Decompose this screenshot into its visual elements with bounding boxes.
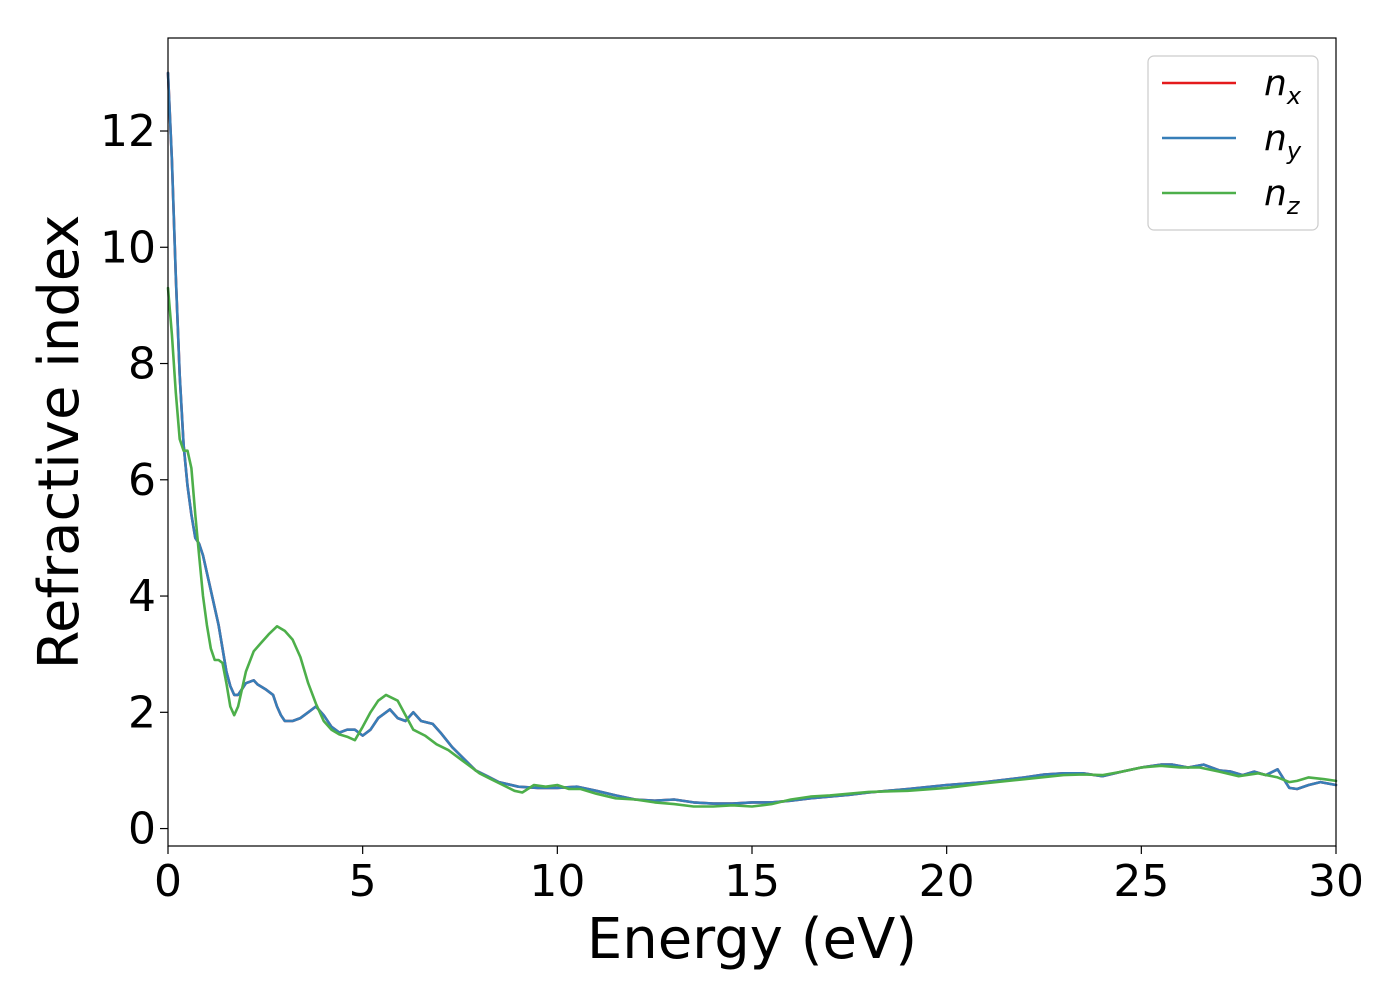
legend-label-nz: nz — [1264, 173, 1301, 220]
y-axis-label: Refractive index — [27, 215, 92, 670]
y-tick-label: 0 — [128, 804, 156, 855]
y-axis: 0 2 4 6 8 10 12 — [100, 106, 168, 855]
y-tick-label: 6 — [128, 455, 156, 506]
y-tick-label: 8 — [128, 339, 156, 390]
legend-label-nx: nx — [1264, 63, 1302, 110]
x-tick-label: 30 — [1308, 856, 1364, 907]
x-axis: 0 5 10 15 20 25 30 — [154, 846, 1364, 907]
x-tick-label: 15 — [724, 856, 780, 907]
legend-box — [1147, 55, 1319, 231]
x-tick-label: 25 — [1113, 856, 1169, 907]
y-tick-label: 12 — [100, 106, 156, 157]
legend-label-ny: ny — [1264, 118, 1302, 165]
y-tick-label: 2 — [128, 687, 156, 738]
x-tick-label: 0 — [154, 856, 182, 907]
series-layer — [166, 71, 1338, 808]
series-line-nz — [166, 286, 1338, 808]
legend: nx ny nz — [1147, 55, 1319, 231]
x-axis-label: Energy (eV) — [587, 907, 917, 972]
y-tick-label: 10 — [100, 222, 156, 273]
x-tick-label: 20 — [919, 856, 975, 907]
x-tick-label: 5 — [349, 856, 377, 907]
x-tick-label: 10 — [529, 856, 585, 907]
y-tick-label: 4 — [128, 571, 156, 622]
plot-area — [168, 38, 1336, 846]
